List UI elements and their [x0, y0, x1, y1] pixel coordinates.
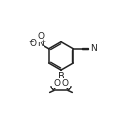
Text: B: B	[58, 72, 64, 82]
Text: N: N	[37, 39, 44, 48]
Text: O: O	[29, 39, 36, 48]
Text: N: N	[90, 44, 97, 53]
Text: O: O	[53, 79, 60, 88]
Text: O: O	[37, 32, 44, 41]
Text: −: −	[28, 39, 33, 45]
Text: +: +	[40, 39, 45, 44]
Text: O: O	[62, 79, 69, 88]
